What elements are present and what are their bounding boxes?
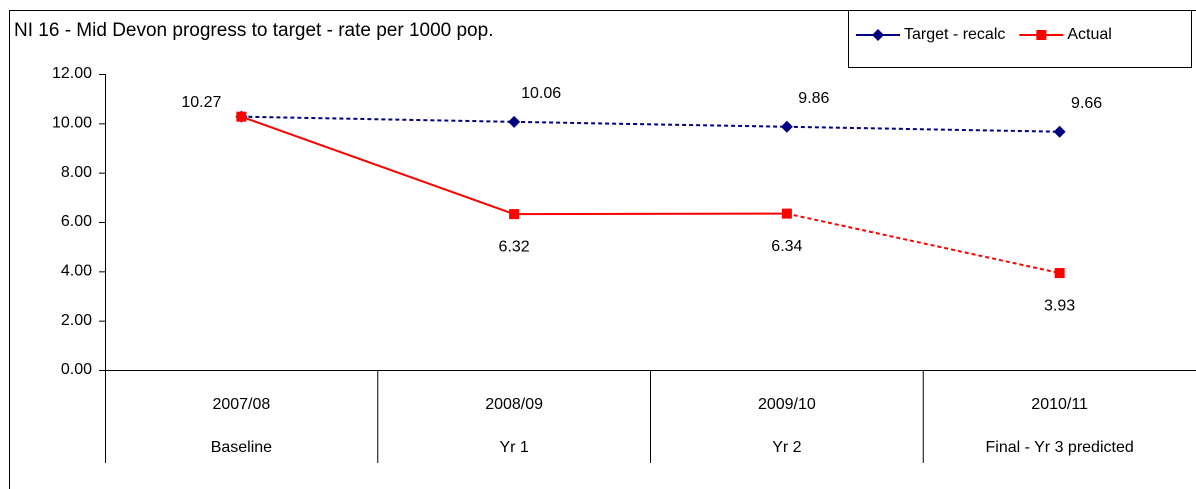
data-label: 10.06 — [521, 85, 561, 102]
legend-box — [848, 10, 1192, 68]
y-tick-label: 10.00 — [52, 115, 92, 132]
point — [1053, 125, 1066, 138]
y-tick-label: 12.00 — [52, 65, 92, 82]
data-label: 6.34 — [771, 238, 802, 255]
point — [509, 209, 520, 220]
x-subcategory-label: Yr 1 — [499, 439, 528, 456]
data-label: 9.66 — [1071, 95, 1102, 112]
y-tick-label: 4.00 — [61, 263, 92, 280]
y-tick-label: 0.00 — [61, 361, 92, 378]
y-tick-label: 2.00 — [61, 312, 92, 329]
legend-marker — [872, 29, 884, 41]
x-tick-label: 2009/10 — [758, 396, 816, 413]
point — [781, 208, 792, 219]
line-segment — [241, 115, 515, 216]
x-tick-label: 2010/11 — [1031, 396, 1088, 413]
data-label: 9.86 — [798, 90, 829, 107]
point — [1054, 268, 1065, 279]
x-subcategory-label: Baseline — [211, 439, 272, 456]
x-subcategory-label: Final - Yr 3 predicted — [986, 439, 1134, 456]
line-segment — [241, 115, 515, 123]
point — [236, 111, 247, 122]
legend-label: Target - recalc — [904, 26, 1005, 43]
x-subcategory-label: Yr 2 — [772, 439, 801, 456]
y-tick-label: 8.00 — [61, 164, 92, 181]
x-tick-label: 2008/09 — [485, 396, 543, 413]
data-label: 6.32 — [499, 238, 530, 255]
line-segment — [786, 212, 1060, 275]
y-tick-label: 6.00 — [61, 213, 92, 230]
chart-title: NI 16 - Mid Devon progress to target - r… — [14, 20, 493, 41]
legend-marker — [1036, 30, 1047, 40]
point — [508, 115, 521, 128]
point — [780, 120, 793, 133]
line-segment — [514, 120, 787, 128]
line-segment — [786, 125, 1060, 133]
data-label: 10.27 — [181, 94, 221, 111]
data-label: 3.93 — [1044, 297, 1075, 314]
legend-label: Actual — [1067, 26, 1111, 43]
x-tick-label: 2007/08 — [212, 396, 270, 413]
